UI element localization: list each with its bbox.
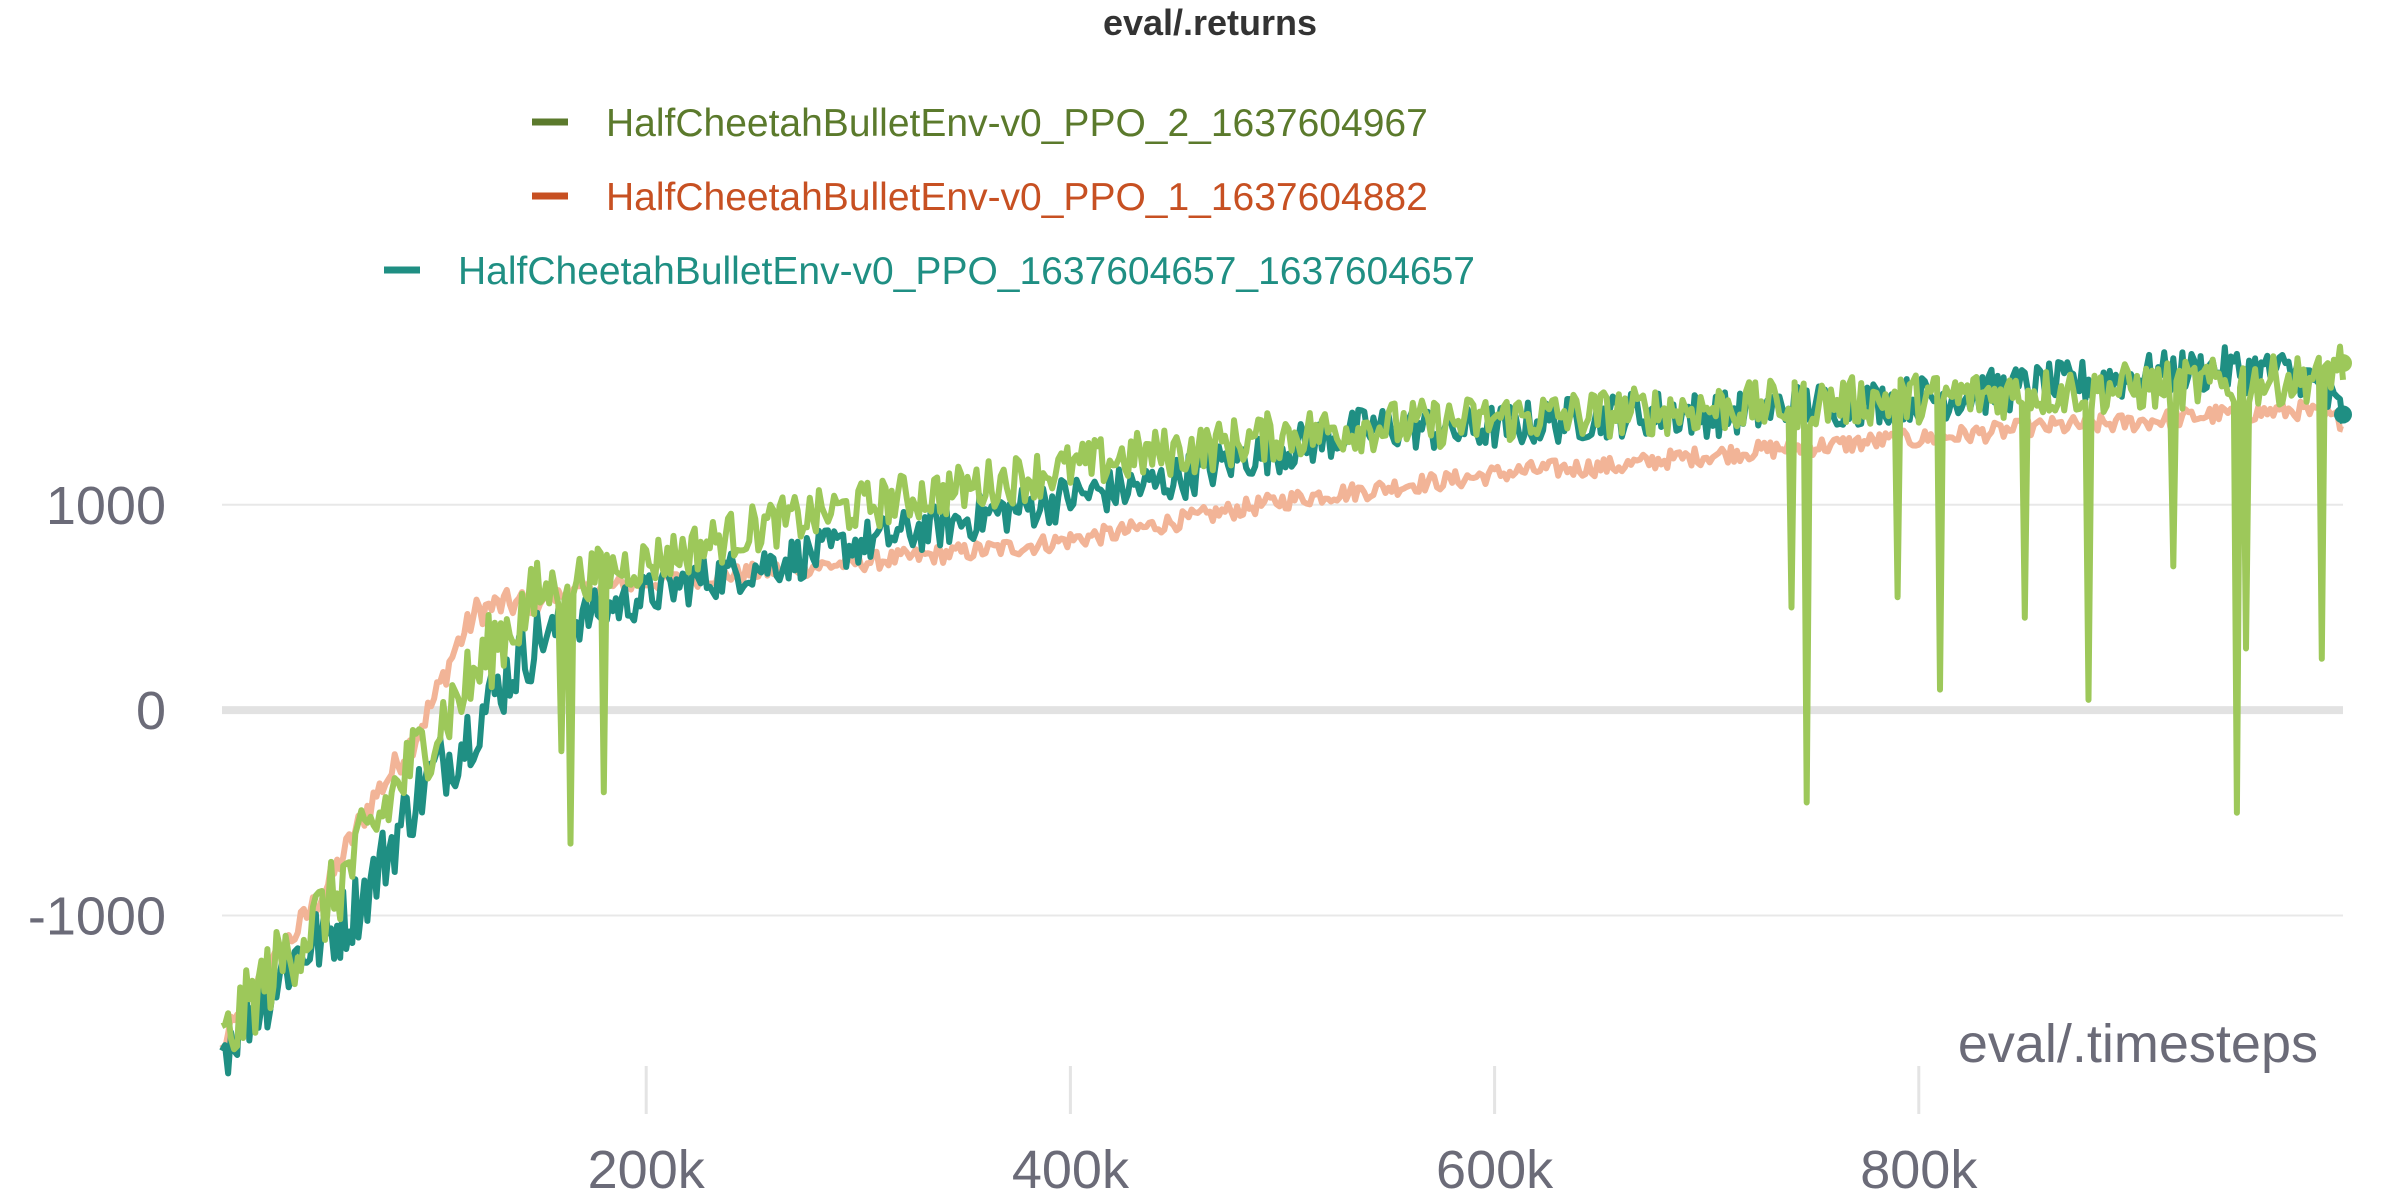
x-tick-marks <box>644 1066 1921 1114</box>
y-tick-label: 0 <box>136 681 166 741</box>
legend-label: HalfCheetahBulletEnv-v0_PPO_2_1637604967 <box>606 102 1428 145</box>
legend-item[interactable]: HalfCheetahBulletEnv-v0_PPO_2_1637604967 <box>532 102 1428 145</box>
x-tick-label: 200k <box>588 1140 706 1200</box>
x-tick-labels: 200k 400k 600k 800k <box>588 1140 1979 1200</box>
y-tick-label: -1000 <box>28 886 166 946</box>
legend: HalfCheetahBulletEnv-v0_PPO_2_1637604967… <box>384 102 1475 293</box>
x-tick-label: 800k <box>1860 1140 1978 1200</box>
y-tick-labels: -1000 0 1000 <box>28 476 166 947</box>
legend-item[interactable]: HalfCheetahBulletEnv-v0_PPO_1_1637604882 <box>532 176 1428 219</box>
legend-label: HalfCheetahBulletEnv-v0_PPO_1637604657_1… <box>458 250 1475 293</box>
chart-title: eval/.returns <box>1103 2 1317 43</box>
x-axis-title: eval/.timesteps <box>1958 1014 2318 1074</box>
x-tick-label: 600k <box>1436 1140 1554 1200</box>
series-layer <box>219 343 2352 1077</box>
legend-label: HalfCheetahBulletEnv-v0_PPO_1_1637604882 <box>606 176 1428 219</box>
legend-item[interactable]: HalfCheetahBulletEnv-v0_PPO_1637604657_1… <box>384 250 1475 293</box>
series-end-marker <box>2334 405 2352 424</box>
series-line <box>220 343 2346 1053</box>
y-tick-label: 1000 <box>46 476 166 536</box>
series-end-marker <box>2334 354 2352 373</box>
x-tick-label: 400k <box>1012 1140 1130 1200</box>
